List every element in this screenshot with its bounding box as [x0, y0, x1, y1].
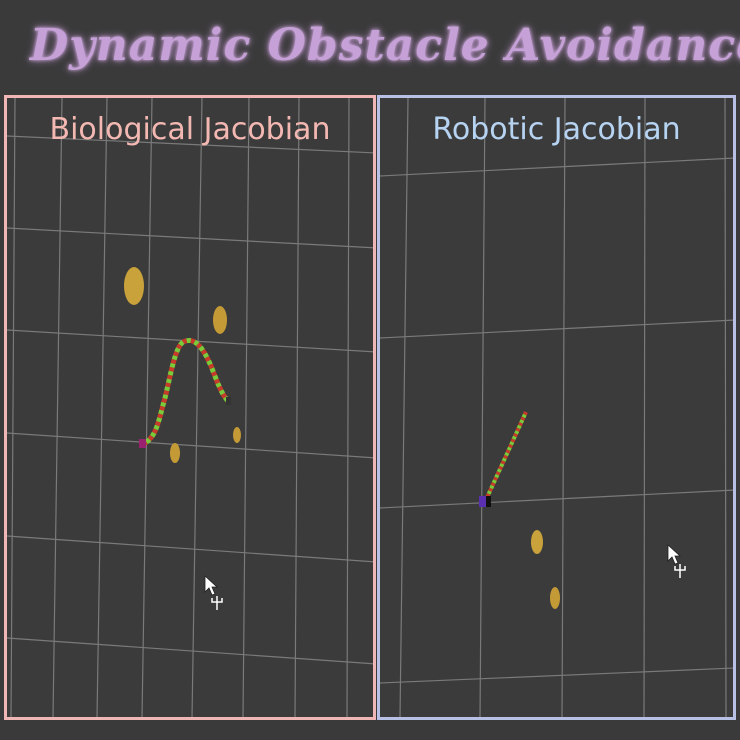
arm-chain-green — [141, 338, 231, 447]
obstacle — [213, 306, 227, 334]
left-grid — [7, 98, 373, 717]
gizmo-icon — [211, 596, 223, 610]
obstacle — [170, 443, 180, 463]
arm-base — [139, 439, 146, 448]
page-title: Dynamic Obstacle Avoidance — [30, 20, 740, 71]
obstacle — [531, 530, 543, 554]
arm-chain-red — [483, 411, 528, 503]
obstacle — [124, 267, 144, 305]
arm-chain-green — [483, 411, 528, 503]
arm-tip — [226, 397, 231, 405]
right-viewport — [380, 98, 733, 717]
obstacle — [550, 587, 560, 609]
robotic-jacobian-panel: Robotic Jacobian — [377, 95, 736, 720]
gizmo-icon — [674, 564, 686, 578]
cursor-icon — [667, 544, 682, 565]
arm-chain-red — [141, 338, 231, 447]
left-panel-title: Biological Jacobian — [49, 112, 331, 147]
arm-joint — [486, 496, 491, 507]
cursor-icon — [204, 575, 219, 596]
obstacle — [233, 427, 241, 443]
right-panel-title: Robotic Jacobian — [432, 112, 681, 147]
right-grid — [380, 98, 733, 717]
left-viewport — [7, 98, 373, 717]
arm-base — [479, 496, 486, 507]
biological-jacobian-panel: Biological Jacobian — [4, 95, 376, 720]
